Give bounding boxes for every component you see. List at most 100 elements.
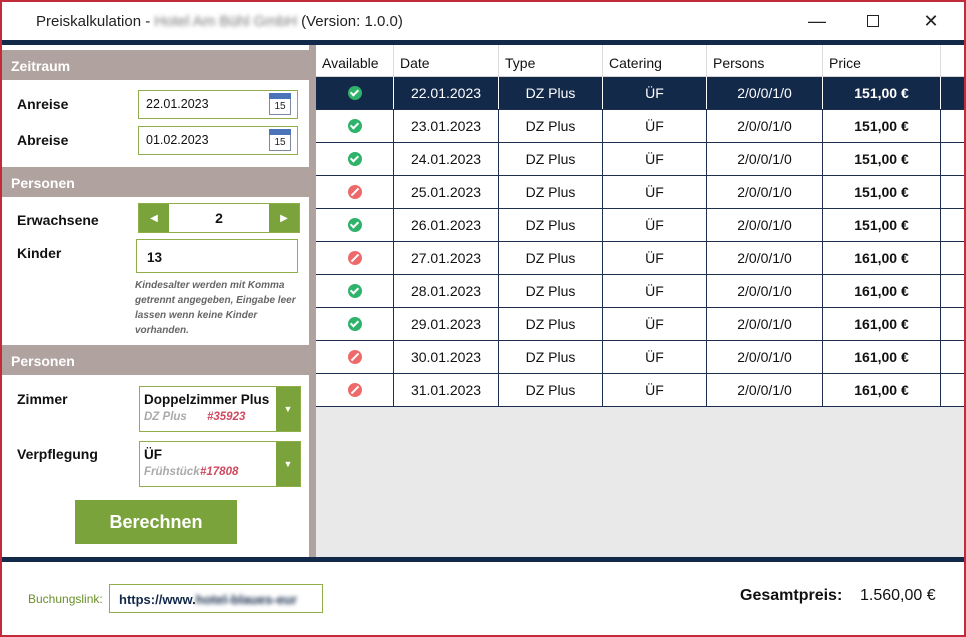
cell-type: DZ Plus: [499, 143, 603, 175]
cell-type: DZ Plus: [499, 308, 603, 340]
cell-persons: 2/0/0/1/0: [707, 110, 823, 142]
cell-available: [316, 209, 394, 241]
anreise-label: Anreise: [17, 96, 69, 112]
anreise-value[interactable]: 22.01.2023: [146, 97, 209, 111]
cell-date: 29.01.2023: [394, 308, 499, 340]
cell-price: 161,00 €: [823, 341, 941, 373]
table-row[interactable]: 27.01.2023 DZ Plus ÜF 2/0/0/1/0 161,00 €: [316, 242, 964, 275]
cell-price: 161,00 €: [823, 308, 941, 340]
total-price-value: 1.560,00 €: [860, 587, 936, 604]
cell-available: [316, 242, 394, 274]
verpflegung-subtitle: Frühstück: [144, 466, 200, 478]
table-row[interactable]: 29.01.2023 DZ Plus ÜF 2/0/0/1/0 161,00 €: [316, 308, 964, 341]
column-header-date[interactable]: Date: [394, 45, 499, 77]
maximize-icon: [867, 15, 879, 27]
cell-type: DZ Plus: [499, 110, 603, 142]
table-row[interactable]: 22.01.2023 DZ Plus ÜF 2/0/0/1/0 151,00 €: [316, 77, 964, 110]
kinder-value[interactable]: 13: [147, 250, 163, 265]
calendar-icon[interactable]: 15: [269, 93, 291, 115]
verpflegung-code: #17808: [200, 466, 239, 478]
kinder-input[interactable]: 13: [136, 239, 298, 273]
zimmer-subtitle: DZ Plus: [144, 411, 187, 423]
cell-catering: ÜF: [603, 110, 707, 142]
cell-price: 151,00 €: [823, 110, 941, 142]
cell-price: 161,00 €: [823, 374, 941, 406]
column-header-catering[interactable]: Catering: [603, 45, 707, 77]
berechnen-button[interactable]: Berechnen: [75, 500, 237, 544]
abreise-value[interactable]: 01.02.2023: [146, 133, 209, 147]
cell-date: 23.01.2023: [394, 110, 499, 142]
abreise-date-field[interactable]: 01.02.2023 15: [138, 126, 298, 155]
table-row[interactable]: 26.01.2023 DZ Plus ÜF 2/0/0/1/0 151,00 €: [316, 209, 964, 242]
cell-persons: 2/0/0/1/0: [707, 341, 823, 373]
cell-type: DZ Plus: [499, 209, 603, 241]
title-version: (Version: 1.0.0): [296, 13, 403, 30]
decrement-button[interactable]: ◀: [139, 204, 169, 232]
zimmer-code: #35923: [207, 411, 246, 423]
cell-available: [316, 77, 394, 109]
cell-available: [316, 143, 394, 175]
cell-catering: ÜF: [603, 275, 707, 307]
cell-persons: 2/0/0/1/0: [707, 308, 823, 340]
cell-filler: [941, 341, 964, 373]
price-grid: Available Date Type Catering Persons Price 22…: [316, 45, 964, 557]
zimmer-dropdown-button[interactable]: ▼: [276, 387, 300, 431]
table-row[interactable]: 25.01.2023 DZ Plus ÜF 2/0/0/1/0 151,00 €: [316, 176, 964, 209]
verpflegung-dropdown-button[interactable]: ▼: [276, 442, 300, 486]
verpflegung-select[interactable]: ÜF Frühstück #17808 ▼: [139, 441, 301, 487]
check-circle-icon: [347, 218, 362, 232]
column-header-price[interactable]: Price: [823, 45, 941, 77]
left-panel: Zeitraum Anreise 22.01.2023 15 Abreise 0…: [2, 45, 309, 557]
cell-type: DZ Plus: [499, 275, 603, 307]
erwachsene-label: Erwachsene: [17, 212, 99, 228]
column-header-type[interactable]: Type: [499, 45, 603, 77]
calendar-icon[interactable]: 15: [269, 129, 291, 151]
cell-persons: 2/0/0/1/0: [707, 275, 823, 307]
cell-date: 25.01.2023: [394, 176, 499, 208]
no-entry-icon: [347, 251, 362, 265]
cell-type: DZ Plus: [499, 176, 603, 208]
column-header-persons[interactable]: Persons: [707, 45, 823, 77]
cell-filler: [941, 143, 964, 175]
zimmer-select[interactable]: Doppelzimmer Plus DZ Plus #35923 ▼: [139, 386, 301, 432]
cell-price: 161,00 €: [823, 242, 941, 274]
close-button[interactable]: ✕: [908, 2, 954, 40]
cell-type: DZ Plus: [499, 341, 603, 373]
erwachsene-stepper[interactable]: ◀ 2 ▶: [138, 203, 300, 233]
section-header-personen-2: Personen: [2, 345, 309, 375]
cell-price: 161,00 €: [823, 275, 941, 307]
title-bar: Preiskalkulation - Hotel Am Bühl GmbH (V…: [2, 2, 964, 40]
booking-link-field[interactable]: https://www.hotel-blaues-eur: [109, 584, 323, 613]
column-header-available[interactable]: Available: [316, 45, 394, 77]
booking-link-value[interactable]: https://www.hotel-blaues-eur: [119, 592, 297, 607]
minimize-button[interactable]: —: [794, 2, 840, 40]
cell-type: DZ Plus: [499, 77, 603, 109]
table-row[interactable]: 28.01.2023 DZ Plus ÜF 2/0/0/1/0 161,00 €: [316, 275, 964, 308]
table-row[interactable]: 24.01.2023 DZ Plus ÜF 2/0/0/1/0 151,00 €: [316, 143, 964, 176]
increment-button[interactable]: ▶: [269, 204, 299, 232]
table-row[interactable]: 30.01.2023 DZ Plus ÜF 2/0/0/1/0 161,00 €: [316, 341, 964, 374]
anreise-date-field[interactable]: 22.01.2023 15: [138, 90, 298, 119]
cell-persons: 2/0/0/1/0: [707, 176, 823, 208]
footer: Buchungslink: https://www.hotel-blaues-e…: [2, 562, 964, 635]
cell-catering: ÜF: [603, 374, 707, 406]
cell-filler: [941, 176, 964, 208]
panel-splitter[interactable]: [309, 45, 316, 557]
cell-filler: [941, 275, 964, 307]
cell-available: [316, 341, 394, 373]
maximize-button[interactable]: [850, 2, 896, 40]
cell-date: 30.01.2023: [394, 341, 499, 373]
cell-filler: [941, 308, 964, 340]
check-circle-icon: [347, 86, 362, 100]
table-row[interactable]: 23.01.2023 DZ Plus ÜF 2/0/0/1/0 151,00 €: [316, 110, 964, 143]
cell-catering: ÜF: [603, 176, 707, 208]
cell-filler: [941, 374, 964, 406]
cell-filler: [941, 77, 964, 109]
check-circle-icon: [347, 317, 362, 331]
erwachsene-value[interactable]: 2: [215, 210, 223, 226]
table-row[interactable]: 31.01.2023 DZ Plus ÜF 2/0/0/1/0 161,00 €: [316, 374, 964, 407]
cell-date: 24.01.2023: [394, 143, 499, 175]
check-circle-icon: [347, 284, 362, 298]
cell-date: 26.01.2023: [394, 209, 499, 241]
